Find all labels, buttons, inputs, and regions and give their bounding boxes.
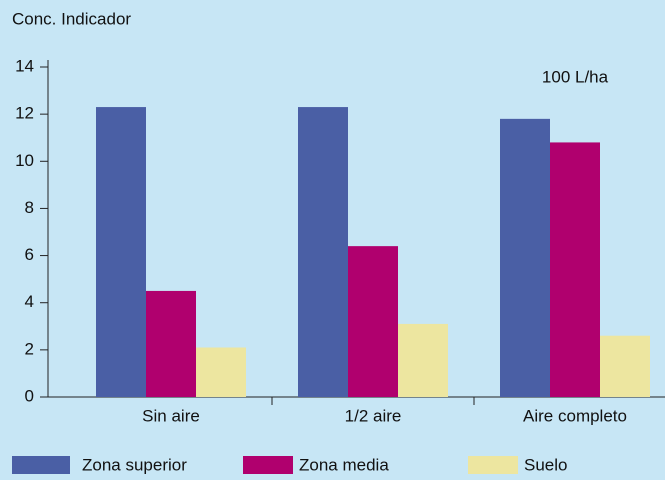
- x-tick-label: Aire completo: [523, 406, 627, 425]
- legend-label: Zona superior: [82, 455, 187, 474]
- x-tick-label: Sin aire: [142, 406, 200, 425]
- bar: [348, 246, 398, 397]
- y-axis-label: Conc. Indicador: [12, 9, 131, 28]
- y-tick-label: 12: [15, 104, 34, 123]
- legend-swatch: [468, 456, 518, 474]
- x-tick-label: 1/2 aire: [345, 406, 402, 425]
- y-tick-label: 8: [25, 198, 34, 217]
- y-tick-label: 6: [25, 245, 34, 264]
- legend-swatch: [12, 456, 70, 474]
- y-tick-label: 4: [25, 292, 34, 311]
- bar: [196, 347, 246, 397]
- annotation: 100 L/ha: [542, 67, 609, 86]
- legend-label: Zona media: [299, 455, 389, 474]
- y-tick-label: 2: [25, 339, 34, 358]
- legend-label: Suelo: [524, 455, 567, 474]
- legend-swatch: [243, 456, 293, 474]
- bar: [550, 142, 600, 397]
- bar: [298, 107, 348, 398]
- y-tick-label: 10: [15, 151, 34, 170]
- bar: [398, 323, 448, 397]
- bar: [600, 335, 650, 397]
- bar: [96, 107, 146, 398]
- bar: [146, 290, 196, 397]
- y-tick-label: 14: [15, 56, 34, 75]
- y-tick-label: 0: [25, 386, 34, 405]
- bar: [500, 118, 550, 397]
